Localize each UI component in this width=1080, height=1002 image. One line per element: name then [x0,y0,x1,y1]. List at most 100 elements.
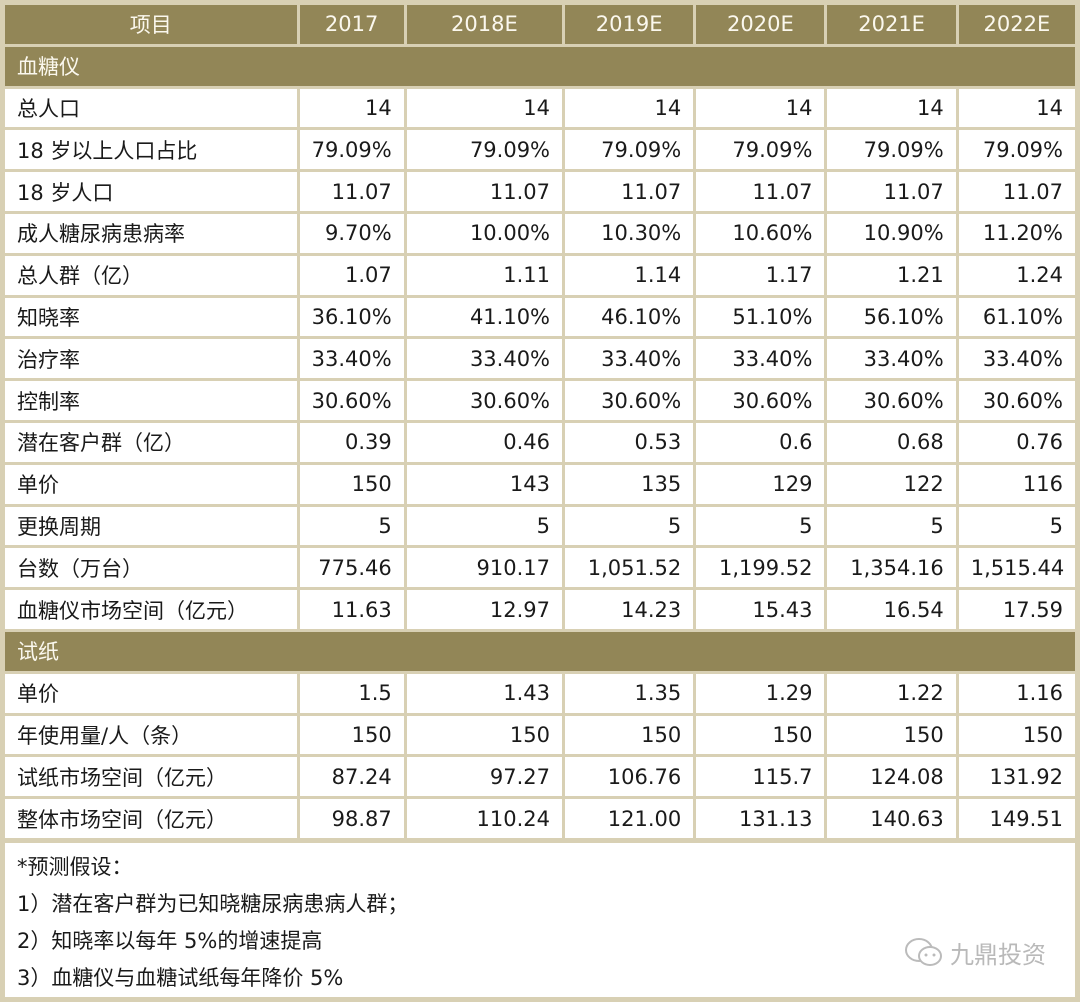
value-cell: 150 [696,715,825,755]
value-cell: 11.07 [958,172,1075,211]
value-cell: 143 [406,464,563,504]
table-row: 知晓率 36.10% 41.10% 46.10% 51.10% 56.10% 61.10% [5,297,1075,337]
row-label: 18 岁人口 [5,172,297,211]
row-label: 知晓率 [5,297,297,337]
value-cell: 5 [406,506,563,546]
value-cell: 79.09% [696,130,825,170]
header-year: 2017 [299,5,404,44]
table-row: 总人口 14 14 14 14 14 14 [5,88,1075,128]
value-cell: 33.40% [565,339,694,379]
value-cell: 131.92 [958,757,1075,797]
value-cell: 0.76 [958,422,1075,462]
value-cell: 1,515.44 [958,548,1075,588]
section-title: 试纸 [5,631,1075,671]
value-cell: 33.40% [406,339,563,379]
row-label: 整体市场空间（亿元） [5,799,297,838]
value-cell: 14 [827,88,956,128]
table-row: 血糖仪市场空间（亿元） 11.63 12.97 14.23 15.43 16.54 17.5… [5,590,1075,629]
value-cell: 10.90% [827,213,956,253]
table-row: 18 岁人口 11.07 11.07 11.07 11.07 11.07 11.07 [5,172,1075,211]
table-row: 更换周期 5 5 5 5 5 5 [5,506,1075,546]
value-cell: 11.07 [696,172,825,211]
value-cell: 1.22 [827,673,956,713]
value-cell: 116 [958,464,1075,504]
value-cell: 33.40% [958,339,1075,379]
value-cell: 30.60% [827,381,956,420]
row-label: 试纸市场空间（亿元） [5,757,297,797]
value-cell: 10.60% [696,213,825,253]
row-label: 18 岁以上人口占比 [5,130,297,170]
value-cell: 14.23 [565,590,694,629]
value-cell: 79.09% [827,130,956,170]
row-label: 台数（万台） [5,548,297,588]
value-cell: 87.24 [299,757,404,797]
value-cell: 79.09% [406,130,563,170]
value-cell: 5 [827,506,956,546]
section-row: 血糖仪 [5,46,1075,86]
table-row: 成人糖尿病患病率 9.70% 10.00% 10.30% 10.60% 10.90% 11.… [5,213,1075,253]
note-item: 3）血糖仪与血糖试纸每年降价 5% [17,966,344,990]
value-cell: 79.09% [958,130,1075,170]
value-cell: 79.09% [565,130,694,170]
row-label: 单价 [5,464,297,504]
value-cell: 11.07 [406,172,563,211]
value-cell: 14 [958,88,1075,128]
value-cell: 150 [299,464,404,504]
value-cell: 33.40% [299,339,404,379]
table-row: 总人群（亿） 1.07 1.11 1.14 1.17 1.21 1.24 [5,255,1075,295]
value-cell: 1.07 [299,255,404,295]
value-cell: 12.97 [406,590,563,629]
value-cell: 11.07 [827,172,956,211]
header-year: 2019E [565,5,694,44]
row-label: 血糖仪市场空间（亿元） [5,590,297,629]
value-cell: 1.24 [958,255,1075,295]
row-label: 成人糖尿病患病率 [5,213,297,253]
row-label: 总人口 [5,88,297,128]
value-cell: 135 [565,464,694,504]
value-cell: 150 [827,715,956,755]
value-cell: 124.08 [827,757,956,797]
value-cell: 30.60% [406,381,563,420]
forecast-table: 项目 2017 2018E 2019E 2020E 2021E 2022E 血糖… [2,2,1078,841]
row-label: 总人群（亿） [5,255,297,295]
value-cell: 1.11 [406,255,563,295]
value-cell: 14 [406,88,563,128]
value-cell: 122 [827,464,956,504]
row-label: 潜在客户群（亿） [5,422,297,462]
value-cell: 36.10% [299,297,404,337]
table-row: 年使用量/人（条） 150 150 150 150 150 150 [5,715,1075,755]
value-cell: 1,199.52 [696,548,825,588]
value-cell: 1.17 [696,255,825,295]
value-cell: 33.40% [696,339,825,379]
header-year: 2021E [827,5,956,44]
value-cell: 1.16 [958,673,1075,713]
value-cell: 131.13 [696,799,825,838]
value-cell: 0.68 [827,422,956,462]
row-label: 治疗率 [5,339,297,379]
value-cell: 10.30% [565,213,694,253]
wechat-icon [904,936,944,970]
value-cell: 0.39 [299,422,404,462]
value-cell: 910.17 [406,548,563,588]
value-cell: 46.10% [565,297,694,337]
header-row: 项目 2017 2018E 2019E 2020E 2021E 2022E [5,5,1075,44]
header-item: 项目 [5,5,297,44]
row-label: 更换周期 [5,506,297,546]
note-item: 2）知晓率以每年 5%的增速提高 [17,929,323,953]
value-cell: 33.40% [827,339,956,379]
value-cell: 1.14 [565,255,694,295]
value-cell: 79.09% [299,130,404,170]
value-cell: 5 [299,506,404,546]
note-item: 1）潜在客户群为已知晓糖尿病患病人群； [17,892,409,916]
value-cell: 14 [299,88,404,128]
value-cell: 1.35 [565,673,694,713]
value-cell: 121.00 [565,799,694,838]
value-cell: 129 [696,464,825,504]
value-cell: 106.76 [565,757,694,797]
value-cell: 110.24 [406,799,563,838]
header-year: 2022E [958,5,1075,44]
value-cell: 61.10% [958,297,1075,337]
value-cell: 97.27 [406,757,563,797]
value-cell: 30.60% [565,381,694,420]
